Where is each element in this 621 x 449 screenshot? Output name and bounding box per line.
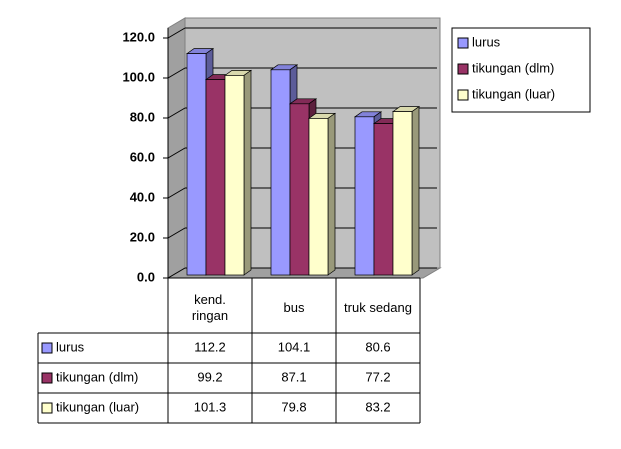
bar — [392, 111, 413, 276]
table-key — [41, 402, 53, 414]
grid-line-side — [167, 27, 186, 39]
grid-line-side — [167, 147, 186, 159]
y-tick-label: 120.0 — [122, 29, 155, 44]
bar-side — [411, 105, 420, 276]
bar-side — [243, 69, 252, 276]
y-tick-label: 60.0 — [130, 149, 155, 164]
y-tick-label: 80.0 — [130, 109, 155, 124]
grid-line-side — [167, 187, 186, 199]
y-tick-label: 20.0 — [130, 229, 155, 244]
x-tick-label: bus — [283, 300, 305, 315]
table-key — [41, 342, 53, 354]
bar — [270, 69, 291, 276]
bar — [205, 79, 226, 276]
table-cell: 87.1 — [281, 369, 306, 384]
bar — [186, 53, 207, 276]
grid-line-side — [167, 67, 186, 79]
grid-line-side — [167, 107, 186, 119]
bar-side — [327, 112, 336, 276]
grid-line-side — [167, 227, 186, 239]
bar — [224, 75, 245, 276]
legend-box — [451, 27, 591, 113]
table-cell: 112.2 — [194, 339, 226, 354]
legend-label: tikungan (dlm) — [472, 60, 554, 75]
legend-key — [457, 63, 469, 75]
table-row-label: lurus — [56, 339, 85, 354]
legend-key — [457, 37, 469, 49]
table-cell: 83.2 — [365, 399, 390, 414]
table-key — [41, 372, 53, 384]
table-row-label: tikungan (luar) — [56, 399, 139, 414]
legend-label: lurus — [472, 34, 501, 49]
table-cell: 104.1 — [278, 339, 311, 354]
legend-label: tikungan (luar) — [472, 86, 555, 101]
table-cell: 101.3 — [194, 399, 227, 414]
grid-line-side — [167, 267, 186, 279]
bar — [289, 103, 310, 276]
x-tick-label: kend. ringan — [191, 292, 229, 323]
table-row-label: tikungan (dlm) — [56, 369, 138, 384]
table-cell: 80.6 — [365, 339, 390, 354]
legend-key — [457, 89, 469, 101]
table-cell: 79.8 — [281, 399, 306, 414]
x-tick-label: truk sedang — [344, 300, 412, 315]
table-cell: 77.2 — [365, 369, 390, 384]
bar — [354, 116, 375, 276]
bar — [373, 123, 394, 276]
y-tick-label: 0.0 — [137, 269, 155, 284]
table-cell: 99.2 — [197, 369, 222, 384]
y-tick-label: 100.0 — [122, 69, 155, 84]
bar — [308, 118, 329, 276]
y-tick-label: 40.0 — [130, 189, 155, 204]
side-wall — [167, 17, 186, 279]
